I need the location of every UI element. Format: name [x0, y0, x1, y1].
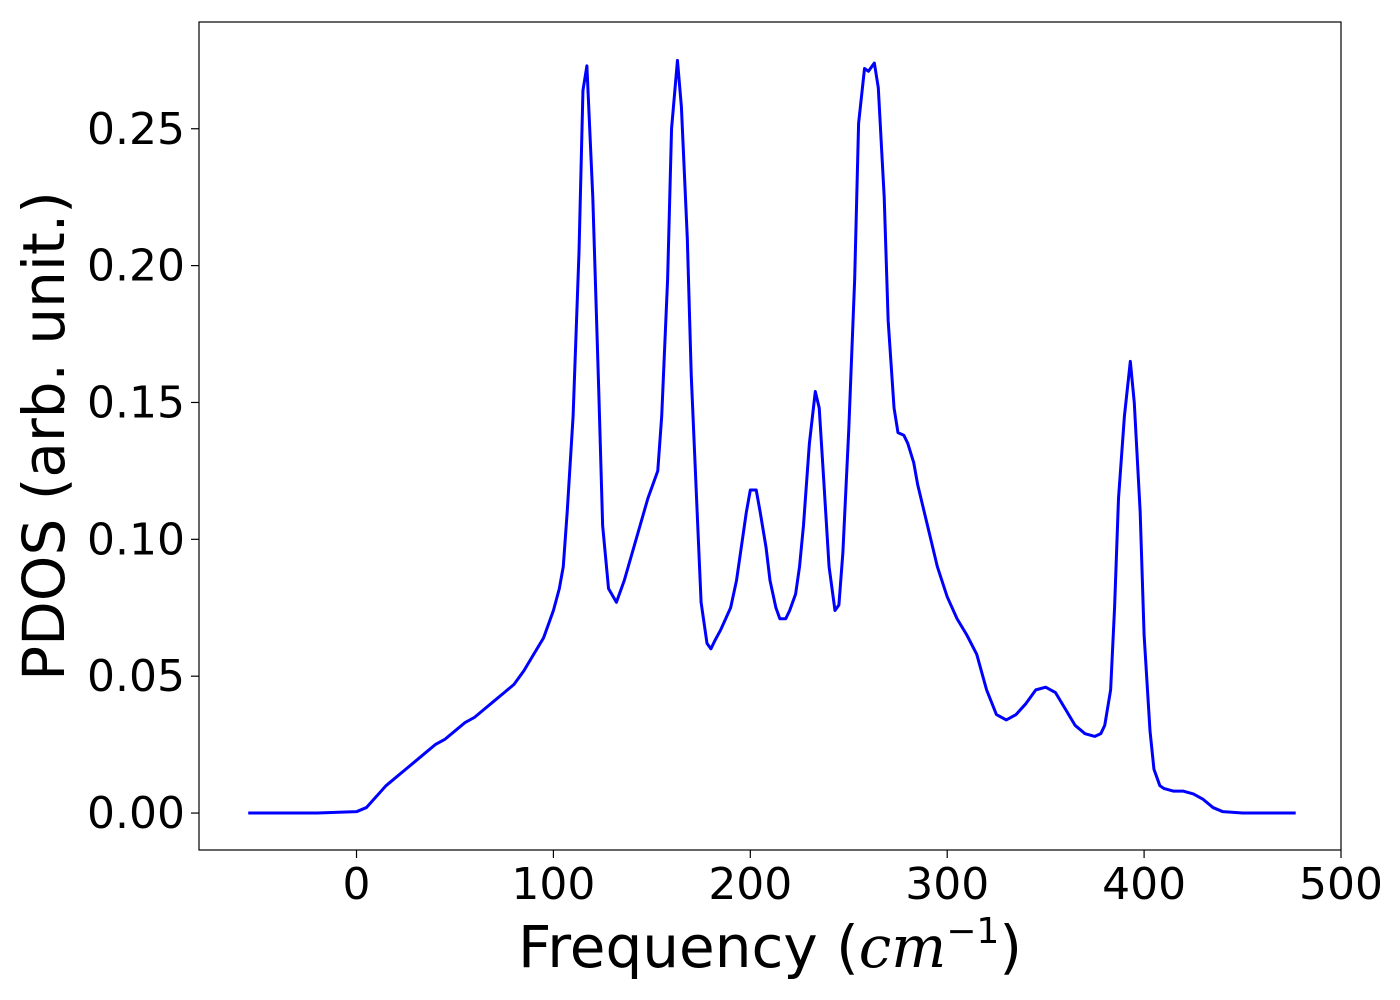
plot-area: [198, 21, 1342, 851]
x-tick-label: 400: [1102, 859, 1186, 910]
y-axis-ticks: 0.00 0.05 0.10 0.15 0.20 0.25: [87, 104, 199, 839]
y-axis-title: PDOS (arb. unit.): [10, 191, 78, 681]
y-tick-label: 0.20: [87, 241, 185, 292]
y-tick-label: 0.15: [87, 377, 185, 428]
x-tick-label: 300: [905, 859, 989, 910]
y-tick-label: 0.05: [87, 651, 185, 702]
axes-frame: [198, 21, 1342, 851]
x-tick-label: 0: [343, 859, 371, 910]
y-tick-label: 0.00: [87, 788, 185, 839]
y-tick-label: 0.25: [87, 104, 185, 155]
x-axis-ticks: 0 100 200 300 400 500: [343, 850, 1383, 910]
x-tick-label: 100: [511, 859, 595, 910]
x-tick-label: 200: [708, 859, 792, 910]
y-tick-label: 0.10: [87, 514, 185, 565]
x-tick-label: 500: [1299, 859, 1383, 910]
x-axis-title: Frequency (cm−1): [518, 911, 1022, 981]
pdos-line: [248, 58, 1296, 815]
